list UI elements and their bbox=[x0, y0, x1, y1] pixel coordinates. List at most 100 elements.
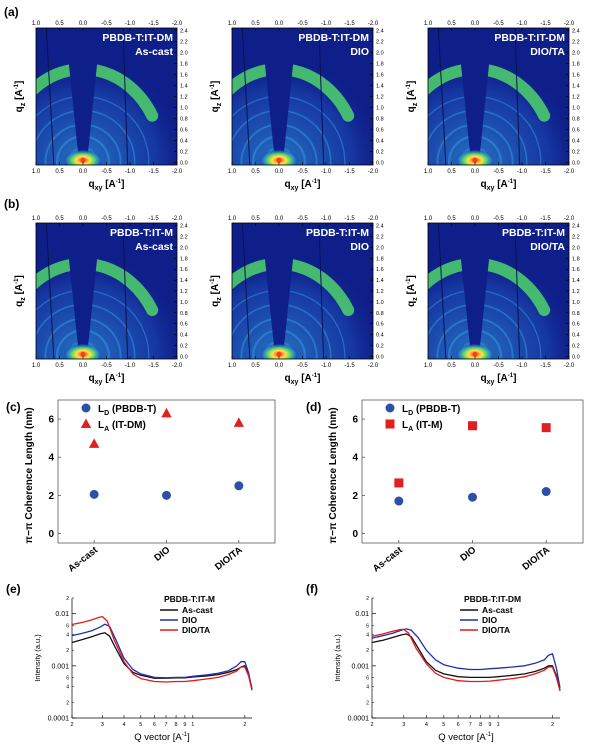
giwaxs-y-tick-label: 0.0 bbox=[572, 354, 580, 360]
giwaxs-top-tick-label: 0.5 bbox=[251, 216, 260, 222]
giwaxs-y-tick-label: 1.4 bbox=[180, 84, 188, 90]
giwaxs-bottom-tick-label: -0.5 bbox=[297, 363, 308, 369]
x-tick-label: DIO bbox=[458, 545, 478, 564]
x-tick-label: 2 bbox=[243, 722, 246, 728]
giwaxs-y-tick-label: 1.8 bbox=[572, 62, 580, 68]
giwaxs-top-tick-label: 1.0 bbox=[32, 216, 41, 222]
giwaxs-y-tick-label: 1.4 bbox=[180, 278, 188, 284]
x-tick-label: 1 bbox=[191, 722, 194, 728]
x-tick-label: 3 bbox=[101, 722, 104, 728]
x-tick-label: 2 bbox=[370, 722, 373, 728]
giwaxs-beam-center bbox=[276, 157, 282, 163]
giwaxs-condition-label: As-cast bbox=[135, 241, 173, 253]
giwaxs-bottom-tick-label: -1.5 bbox=[540, 363, 551, 369]
giwaxs-xlabel: qxy [A-1] bbox=[285, 179, 321, 192]
y-tick-label: 0 bbox=[48, 529, 54, 540]
x-axis-label: Q vector [A-1] bbox=[438, 732, 494, 743]
giwaxs-top-tick-label: -1.5 bbox=[148, 216, 159, 222]
giwaxs-top-tick-label: 0.0 bbox=[275, 216, 284, 222]
panel-letter-a: (a) bbox=[4, 5, 19, 19]
y-tick-label: 0.001 bbox=[51, 663, 69, 670]
x-tick-label: DIO bbox=[152, 545, 172, 564]
giwaxs-panel-a-3: PBDB-T:IT-DM DIO/TA 1.0 0.5 0.0 -0.5 -1.0 -1.5 -… bbox=[406, 21, 580, 192]
giwaxs-lamellar-peak bbox=[259, 343, 299, 359]
giwaxs-y-tick-label: 0.6 bbox=[376, 127, 384, 133]
giwaxs-y-tick-label: 0.0 bbox=[376, 160, 384, 166]
x-tick-label: 1 bbox=[497, 722, 500, 728]
y-tick-label: 0.01 bbox=[55, 611, 69, 618]
giwaxs-detector-gap bbox=[437, 28, 447, 165]
giwaxs-pi-stacking-arc bbox=[286, 259, 355, 317]
y-minor-tick-label: 4 bbox=[366, 632, 369, 638]
giwaxs-top-tick-label: -2.0 bbox=[368, 216, 379, 222]
giwaxs-y-tick-label: 1.4 bbox=[572, 84, 580, 90]
giwaxs-panel-a-1: PBDB-T:IT-DM As-cast 1.0 0.5 0.0 -0.5 -1.0 -1.5… bbox=[14, 21, 188, 192]
giwaxs-top-tick-label: 0.0 bbox=[471, 216, 480, 222]
data-point-LD-DIO bbox=[162, 490, 171, 500]
giwaxs-top-tick-label: 0.5 bbox=[447, 21, 456, 27]
giwaxs-lamellar-peak bbox=[259, 149, 299, 165]
giwaxs-beam-center bbox=[80, 157, 86, 163]
giwaxs-top-tick-label: 1.0 bbox=[32, 21, 41, 27]
giwaxs-detector-gap bbox=[45, 28, 55, 165]
series-line-as-cast bbox=[71, 632, 253, 690]
giwaxs-y-tick-label: 0.0 bbox=[180, 160, 188, 166]
giwaxs-y-tick-label: 0.4 bbox=[572, 333, 580, 339]
series-line-dio bbox=[371, 628, 561, 688]
giwaxs-detector-gap bbox=[318, 223, 325, 359]
giwaxs-xlabel: qxy [A-1] bbox=[481, 373, 517, 386]
giwaxs-y-tick-label: 0.0 bbox=[180, 354, 188, 360]
y-axis-label: Intensity (a.u.) bbox=[333, 634, 342, 682]
giwaxs-bottom-tick-label: 1.0 bbox=[32, 363, 41, 369]
data-point-LA-DIO/TA bbox=[233, 417, 245, 427]
x-tick-label: 2 bbox=[551, 722, 554, 728]
giwaxs-y-tick-label: 1.6 bbox=[180, 73, 188, 79]
giwaxs-pi-stacking-arc bbox=[482, 259, 551, 317]
giwaxs-top-tick-label: -1.0 bbox=[321, 216, 332, 222]
giwaxs-pi-stacking-arc bbox=[90, 64, 159, 122]
x-tick-label: 6 bbox=[153, 722, 156, 728]
giwaxs-pattern bbox=[428, 28, 569, 165]
giwaxs-pi-stacking-arc bbox=[428, 259, 468, 290]
giwaxs-condition-label: DIO bbox=[350, 241, 369, 253]
y-tick-label: 4 bbox=[48, 453, 54, 464]
giwaxs-detector-gap bbox=[318, 28, 325, 165]
giwaxs-detector-gap bbox=[514, 223, 521, 359]
giwaxs-beam-center bbox=[472, 351, 478, 357]
giwaxs-y-tick-label: 1.0 bbox=[572, 105, 580, 111]
panel-letter-f: (f) bbox=[306, 582, 318, 596]
giwaxs-bottom-tick-label: -1.0 bbox=[321, 363, 332, 369]
giwaxs-y-tick-label: 1.8 bbox=[572, 256, 580, 262]
chart-title: PBDB-T:IT-DM bbox=[464, 594, 521, 604]
x-tick-label: 9 bbox=[183, 722, 186, 728]
giwaxs-y-tick-label: 2.2 bbox=[376, 235, 384, 241]
x-tick-label: DIO/TA bbox=[213, 545, 245, 573]
series-line-as-cast bbox=[371, 633, 561, 691]
giwaxs-bottom-tick-label: -2.0 bbox=[368, 363, 379, 369]
legend-label: As-cast bbox=[182, 605, 213, 615]
giwaxs-y-tick-label: 2.4 bbox=[376, 224, 384, 230]
giwaxs-pi-stacking-arc bbox=[482, 64, 551, 122]
giwaxs-y-tick-label: 0.2 bbox=[572, 343, 580, 349]
giwaxs-y-tick-label: 1.2 bbox=[376, 289, 384, 295]
y-tick-label: 0.0001 bbox=[48, 716, 70, 723]
giwaxs-bottom-tick-label: -0.5 bbox=[101, 169, 112, 175]
giwaxs-top-tick-label: -0.5 bbox=[101, 21, 112, 27]
giwaxs-xlabel: qxy [A-1] bbox=[89, 373, 125, 386]
giwaxs-panel-b-3: PBDB-T:IT-M DIO/TA 1.0 0.5 0.0 -0.5 -1.0 -1.5 -2… bbox=[406, 216, 580, 386]
giwaxs-top-tick-label: 1.0 bbox=[228, 216, 237, 222]
giwaxs-bottom-tick-label: 1.0 bbox=[32, 169, 41, 175]
giwaxs-top-tick-label: -1.0 bbox=[517, 216, 528, 222]
giwaxs-bottom-tick-label: -1.0 bbox=[517, 363, 528, 369]
giwaxs-ylabel: qz [A-1] bbox=[406, 81, 419, 113]
giwaxs-beam-center bbox=[80, 351, 86, 357]
giwaxs-bottom-tick-label: -1.0 bbox=[321, 169, 332, 175]
giwaxs-top-tick-label: -2.0 bbox=[172, 21, 183, 27]
giwaxs-ylabel: qz [A-1] bbox=[14, 275, 27, 307]
saxs-chart-e: 0.0001 0.001 0.01 2 4 6 2 2 4 6 2 3 4 5 6 7 8 9 1 2 Q vector… bbox=[33, 594, 253, 743]
y-axis-label: Intensity (a.u.) bbox=[33, 634, 42, 682]
series-line-dio-ta bbox=[371, 628, 561, 692]
giwaxs-y-tick-label: 0.0 bbox=[572, 160, 580, 166]
giwaxs-y-tick-label: 2.2 bbox=[572, 40, 580, 46]
legend-label: DIO/TA bbox=[482, 625, 510, 635]
